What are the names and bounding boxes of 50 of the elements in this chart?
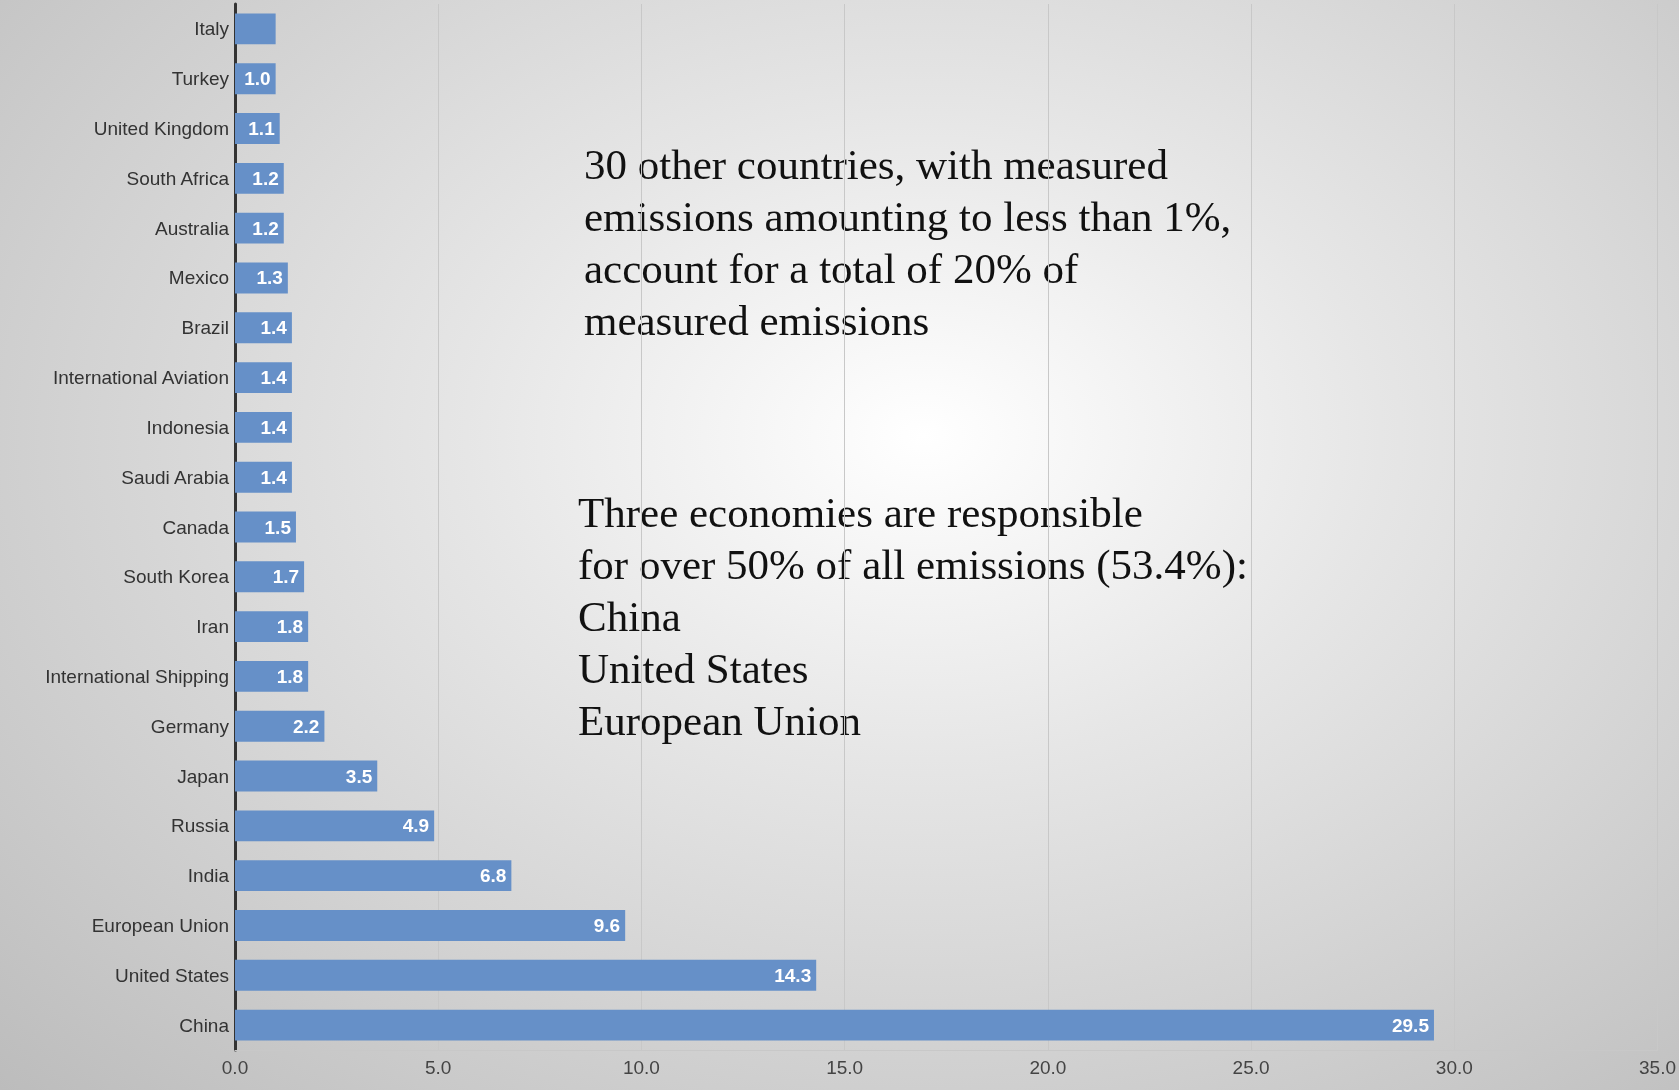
x-tick-label: 15.0 xyxy=(826,1057,864,1078)
data-label: 1.2 xyxy=(252,217,279,239)
data-label: 1.8 xyxy=(276,665,304,687)
x-tick-label: 25.0 xyxy=(1232,1057,1270,1078)
data-label: 29.5 xyxy=(1391,1014,1430,1036)
y-tick-label: India xyxy=(187,865,230,887)
y-tick-label: Australia xyxy=(155,217,230,239)
y-tick-label: Italy xyxy=(194,18,230,40)
x-tick-label: 30.0 xyxy=(1435,1057,1473,1078)
data-label: 6.8 xyxy=(479,865,507,887)
y-tick-label: Turkey xyxy=(171,68,230,90)
y-tick-label: European Union xyxy=(91,914,229,936)
data-label: 3.5 xyxy=(345,765,373,787)
data-label: 14.3 xyxy=(774,964,812,986)
data-label: 1.4 xyxy=(260,416,288,438)
y-tick-label: Indonesia xyxy=(146,416,230,438)
data-label: 1.5 xyxy=(264,516,292,538)
x-tick-label: 0.0 xyxy=(221,1057,249,1078)
data-label: 1.1 xyxy=(248,118,276,140)
annotation: 30 other countries, with measured emissions amounting to less than 1%, account for a total of 20% of measured emissions xyxy=(584,140,1232,344)
y-tick-label: Saudi Arabia xyxy=(121,466,230,488)
data-label: 1.4 xyxy=(260,367,288,389)
y-tick-label: Mexico xyxy=(168,267,229,289)
y-tick-label: International Shipping xyxy=(45,665,229,687)
y-tick-label: United States xyxy=(114,964,229,986)
x-tick-label: 10.0 xyxy=(622,1057,660,1078)
y-tick-label: South Africa xyxy=(126,167,230,189)
data-label: 1.0 xyxy=(244,68,271,90)
x-tick-label: 20.0 xyxy=(1029,1057,1067,1078)
data-label: 1.4 xyxy=(260,317,288,339)
y-tick-label: Iran xyxy=(196,616,229,638)
data-label: 4.9 xyxy=(402,815,430,837)
x-tick-label: 35.0 xyxy=(1639,1057,1676,1078)
y-tick-label: South Korea xyxy=(123,566,230,588)
y-tick-label: Brazil xyxy=(181,317,229,339)
y-tick-label: Germany xyxy=(150,715,230,737)
y-tick-label: Canada xyxy=(162,516,230,538)
data-label: 2.2 xyxy=(292,715,320,737)
y-tick-label: International Aviation xyxy=(52,367,229,389)
data-label: 1.8 xyxy=(276,616,304,638)
y-tick-label: Russia xyxy=(170,815,230,837)
data-label: 1.2 xyxy=(252,167,279,189)
x-tick-label: 5.0 xyxy=(425,1057,452,1078)
data-label: 1.7 xyxy=(272,566,300,588)
data-label: 1.4 xyxy=(260,466,288,488)
y-tick-label: Japan xyxy=(177,765,229,787)
data-label: 9.6 xyxy=(593,914,621,936)
y-tick-label: China xyxy=(179,1014,230,1036)
data-label: 1.3 xyxy=(256,267,283,289)
y-tick-label: United Kingdom xyxy=(93,118,229,140)
